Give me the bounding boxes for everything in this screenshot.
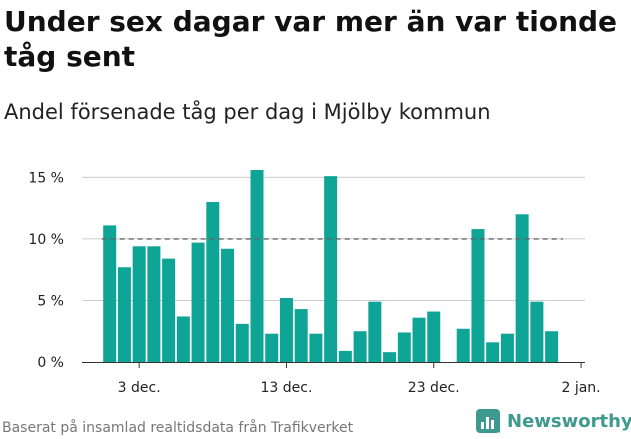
y-tick-label: 10 % [28,232,64,248]
bar-2020-12-04[interactable] [147,246,161,362]
bar-2020-12-09[interactable] [221,248,235,362]
bar-2020-12-12[interactable] [265,333,279,362]
bar-2020-12-26[interactable] [471,229,485,362]
bar-2020-12-29[interactable] [515,214,529,362]
bar-2020-12-10[interactable] [235,323,249,362]
bars [103,170,559,362]
newsworthy-logo-text: Newsworthy [507,410,631,432]
bar-2020-12-28[interactable] [500,333,514,362]
source-note: Baserat på insamlad realtidsdata från Tr… [2,420,354,436]
bar-2020-12-06[interactable] [176,316,190,362]
y-tick-label: 0 % [37,355,64,371]
bar-2020-12-16[interactable] [324,176,338,362]
bar-2020-12-03[interactable] [132,246,146,362]
bar-2020-12-17[interactable] [338,350,352,362]
x-tick-label: 23 dec. [408,380,460,396]
bar-2020-12-27[interactable] [486,342,500,362]
bar-2020-12-30[interactable] [530,301,544,362]
bar-2020-12-01[interactable] [103,225,117,362]
y-tick-label: 15 % [28,170,64,186]
bar-2020-12-19[interactable] [368,301,382,362]
bar-2020-12-21[interactable] [397,332,411,362]
chart-title: Under sex dagar var mer än var tionde tå… [4,5,618,73]
bar-2020-12-15[interactable] [309,333,323,362]
bar-2020-12-22[interactable] [412,317,426,362]
x-tick-label: 13 dec. [260,380,312,396]
bar-2020-12-08[interactable] [206,202,220,362]
bar-2020-12-31[interactable] [545,331,559,362]
x-axis [82,362,585,368]
bar-2020-12-23[interactable] [427,311,441,362]
bar-2020-12-02[interactable] [117,267,131,362]
bar-2020-12-18[interactable] [353,331,367,362]
bar-2020-12-13[interactable] [279,298,293,362]
x-tick-label: 2 jan. [561,380,600,396]
bar-2020-12-05[interactable] [162,258,176,362]
bar-chart: 0 % 5 % 10 % 15 % 3 dec. 13 dec. 23 dec. 2 jan… [28,170,601,396]
x-tick-label: 3 dec. [118,380,161,396]
newsworthy-logo[interactable]: Newsworthy [475,408,631,434]
newsworthy-logo-icon [476,409,500,433]
bar-2020-12-11[interactable] [250,170,264,362]
chart-subtitle: Andel försenade tåg per dag i Mjölby kom… [4,100,491,124]
bar-2020-12-07[interactable] [191,242,205,362]
bar-2020-12-25[interactable] [456,328,470,362]
bar-2020-12-20[interactable] [383,352,397,362]
x-axis-labels: 3 dec. 13 dec. 23 dec. 2 jan. [118,380,601,396]
y-axis-labels: 0 % 5 % 10 % 15 % [28,170,64,371]
y-tick-label: 5 % [37,293,64,309]
bar-2020-12-14[interactable] [294,309,308,362]
